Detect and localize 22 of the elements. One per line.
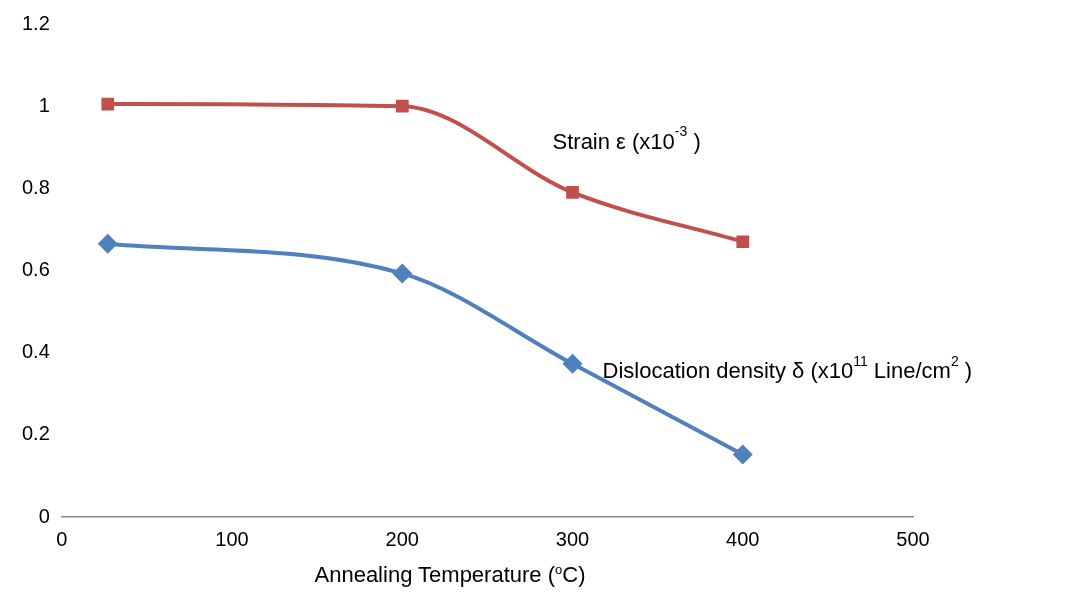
x-tick-label: 200: [385, 527, 419, 550]
x-tick-label: 500: [896, 527, 930, 550]
point: [97, 233, 118, 254]
y-tick-label: 1: [38, 93, 50, 116]
point: [392, 263, 413, 284]
y-tick-label: 0.2: [21, 422, 50, 445]
point: [736, 235, 750, 249]
x-tick-label: 0: [56, 527, 68, 550]
y-tick-label: 1.2: [21, 11, 50, 34]
y-tick-label: 0.4: [21, 340, 50, 363]
y-tick-label: 0.6: [21, 258, 50, 281]
y-tick-label: 0.8: [21, 175, 50, 198]
y-tick-label: 0: [38, 504, 50, 527]
x-tick-label: 300: [555, 527, 590, 550]
point: [562, 353, 583, 374]
point: [732, 444, 753, 465]
x-tick-label: 400: [726, 527, 760, 550]
x-tick-label: 100: [215, 527, 249, 550]
x-axis-title: Annealing Temperature ($^{o}$C): [313, 562, 587, 589]
point: [101, 97, 115, 111]
point: [395, 99, 409, 113]
point: [566, 186, 579, 199]
